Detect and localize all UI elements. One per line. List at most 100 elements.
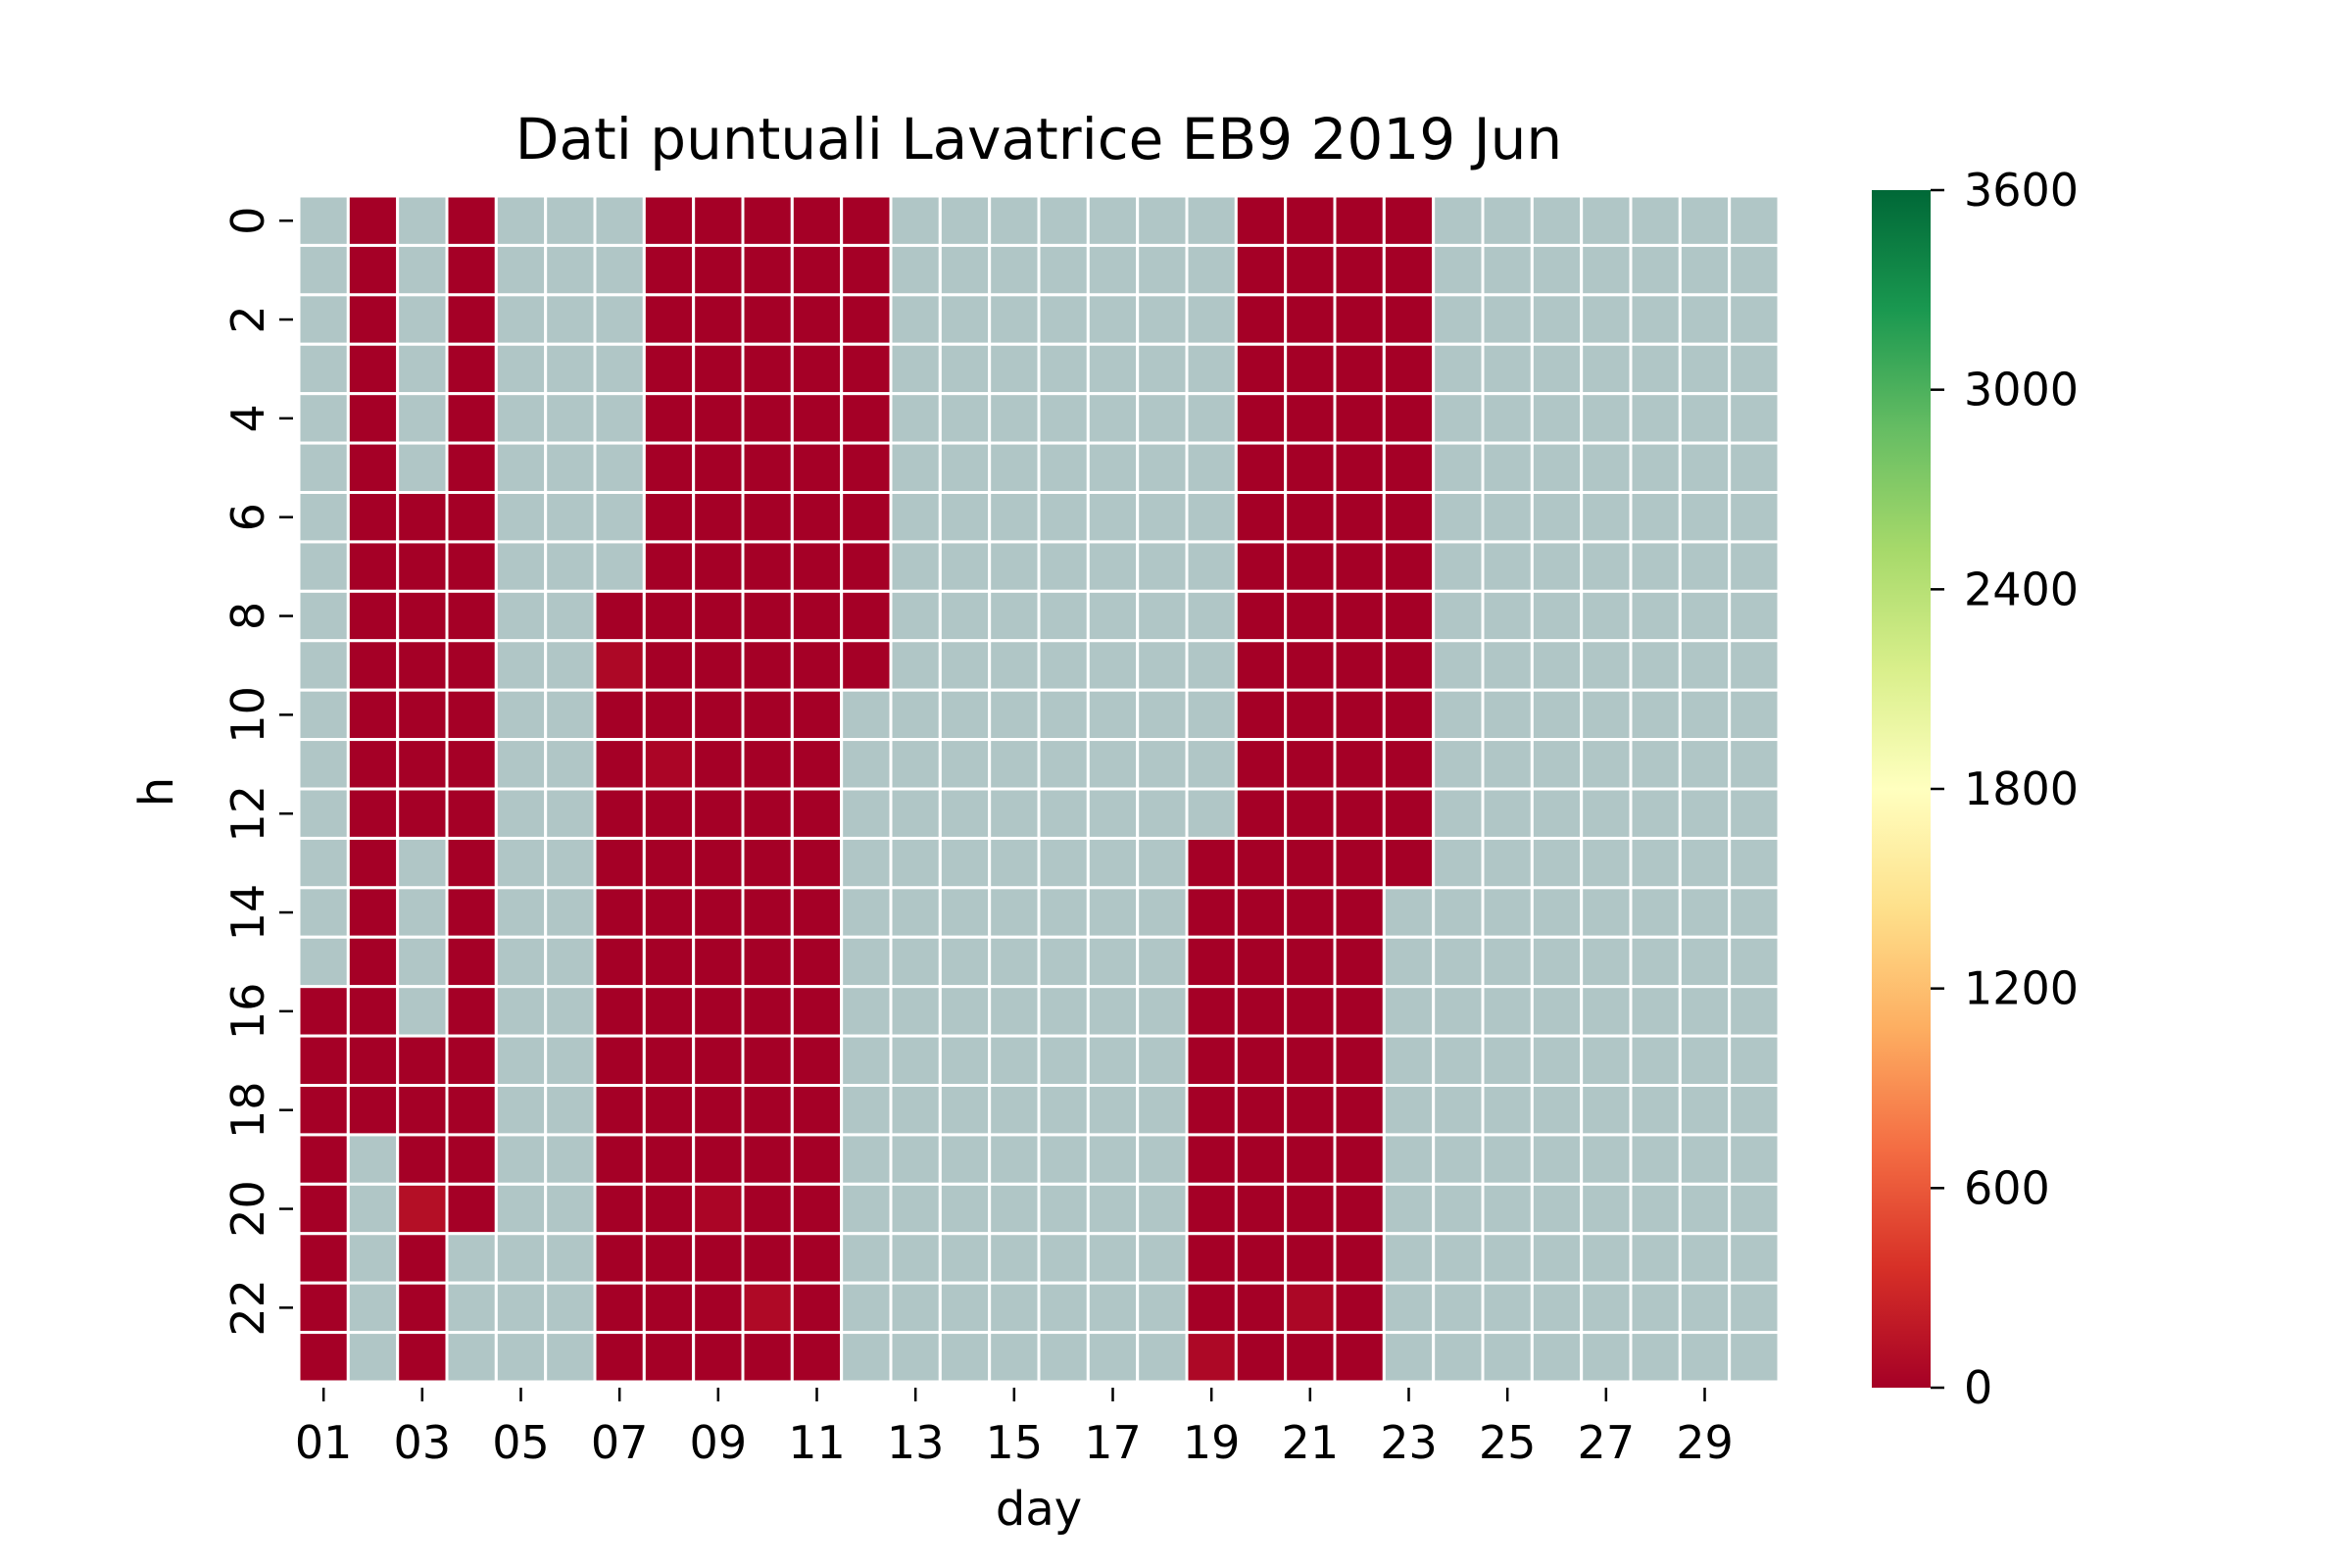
- heatmap-cell-missing: [1678, 1182, 1732, 1236]
- heatmap-cell-missing: [1037, 639, 1090, 692]
- heatmap-cell: [840, 293, 893, 346]
- heatmap-cell-missing: [1037, 540, 1090, 593]
- heatmap-cell-missing: [1086, 491, 1140, 544]
- heatmap-cell-missing: [494, 243, 548, 297]
- heatmap-cell: [1382, 836, 1436, 890]
- heatmap-cell: [840, 491, 893, 544]
- heatmap-cell-missing: [1629, 194, 1682, 247]
- heatmap-cell: [1234, 392, 1288, 445]
- heatmap-cell-missing: [1037, 1084, 1090, 1137]
- heatmap-cell: [741, 1182, 794, 1236]
- heatmap-cell: [642, 1034, 696, 1087]
- y-tick-label: 14: [221, 884, 274, 942]
- heatmap-cell: [1333, 441, 1386, 494]
- heatmap-cell-missing: [494, 293, 548, 346]
- heatmap-cell-missing: [1382, 1084, 1436, 1137]
- heatmap-cell-missing: [1678, 1034, 1732, 1087]
- x-tick-label: 07: [591, 1416, 649, 1469]
- heatmap-cell-missing: [1432, 1182, 1485, 1236]
- heatmap-cell-missing: [1037, 688, 1090, 742]
- heatmap-cell-missing: [988, 589, 1041, 643]
- heatmap-cell-missing: [1382, 1182, 1436, 1236]
- heatmap-cell-missing: [889, 836, 942, 890]
- heatmap-cell: [692, 589, 745, 643]
- heatmap-cell: [692, 1331, 745, 1384]
- heatmap-cell: [593, 985, 646, 1038]
- heatmap-cell: [692, 688, 745, 742]
- heatmap-cell-missing: [1629, 392, 1682, 445]
- heatmap-cell-missing: [1629, 1182, 1682, 1236]
- heatmap-cell: [840, 441, 893, 494]
- heatmap-cell: [396, 1034, 449, 1087]
- heatmap-cell: [741, 738, 794, 791]
- heatmap-cell-missing: [494, 491, 548, 544]
- heatmap-cell-missing: [1432, 194, 1485, 247]
- heatmap-cell-missing: [1136, 194, 1189, 247]
- heatmap-cell: [1382, 540, 1436, 593]
- heatmap-cell: [1234, 738, 1288, 791]
- heatmap-cell-missing: [1580, 540, 1633, 593]
- heatmap-cell: [1185, 1182, 1238, 1236]
- colorbar-tick-label: 600: [1964, 1161, 2050, 1214]
- heatmap-cell-missing: [1678, 1281, 1732, 1335]
- heatmap-cell: [1382, 787, 1436, 840]
- heatmap-cell-missing: [1136, 1133, 1189, 1186]
- heatmap-cell-missing: [1037, 935, 1090, 989]
- heatmap-cell-missing: [544, 589, 597, 643]
- heatmap-cell-missing: [840, 1133, 893, 1186]
- heatmap-cell: [346, 589, 400, 643]
- x-tick-label: 11: [788, 1416, 846, 1469]
- heatmap-cell: [346, 738, 400, 791]
- heatmap-cell: [1284, 293, 1337, 346]
- heatmap-cell: [692, 441, 745, 494]
- heatmap-cell: [1333, 738, 1386, 791]
- heatmap-cell-missing: [494, 1281, 548, 1335]
- heatmap-cell-missing: [1432, 243, 1485, 297]
- heatmap-cell-missing: [346, 1182, 400, 1236]
- heatmap-cell-missing: [1086, 787, 1140, 840]
- heatmap-cell-missing: [1530, 1182, 1584, 1236]
- heatmap-cell: [346, 392, 400, 445]
- heatmap-cell-missing: [889, 1281, 942, 1335]
- heatmap-cell-missing: [1481, 243, 1534, 297]
- heatmap-cell: [790, 639, 844, 692]
- heatmap-cell: [1284, 1331, 1337, 1384]
- heatmap-cell-missing: [1629, 1281, 1682, 1335]
- heatmap-cell-missing: [840, 738, 893, 791]
- heatmap-cell: [1284, 787, 1337, 840]
- heatmap-cell-missing: [1432, 342, 1485, 396]
- heatmap-cell-missing: [297, 243, 350, 297]
- heatmap-cell: [593, 688, 646, 742]
- heatmap-cell: [741, 293, 794, 346]
- heatmap-cell: [396, 1232, 449, 1285]
- heatmap-cell: [1333, 688, 1386, 742]
- heatmap-cell-missing: [1382, 1331, 1436, 1384]
- heatmap-cell: [1333, 1133, 1386, 1186]
- heatmap-cell-missing: [544, 491, 597, 544]
- heatmap-cell-missing: [1185, 688, 1238, 742]
- heatmap-cell-missing: [494, 1232, 548, 1285]
- heatmap-cell: [642, 1133, 696, 1186]
- heatmap-cell: [642, 392, 696, 445]
- heatmap-cell: [692, 738, 745, 791]
- heatmap-cell-missing: [1037, 985, 1090, 1038]
- heatmap-cell-missing: [938, 342, 992, 396]
- heatmap-cell-missing: [938, 540, 992, 593]
- heatmap-cell: [445, 392, 498, 445]
- heatmap-cell-missing: [938, 787, 992, 840]
- heatmap-cell-missing: [938, 392, 992, 445]
- heatmap-cell: [346, 787, 400, 840]
- heatmap-cell-missing: [494, 985, 548, 1038]
- heatmap-cell-missing: [889, 589, 942, 643]
- heatmap-cell-missing: [494, 688, 548, 742]
- y-tick-label: 12: [221, 785, 274, 843]
- heatmap-cell-missing: [297, 589, 350, 643]
- heatmap-cell: [1185, 1281, 1238, 1335]
- heatmap-cell-missing: [1432, 1281, 1485, 1335]
- heatmap-cell-missing: [1136, 1281, 1189, 1335]
- heatmap-cell-missing: [1580, 836, 1633, 890]
- heatmap-cell-missing: [1432, 738, 1485, 791]
- y-tick-label: 10: [221, 686, 274, 744]
- heatmap-cell: [1284, 935, 1337, 989]
- heatmap-cell: [642, 639, 696, 692]
